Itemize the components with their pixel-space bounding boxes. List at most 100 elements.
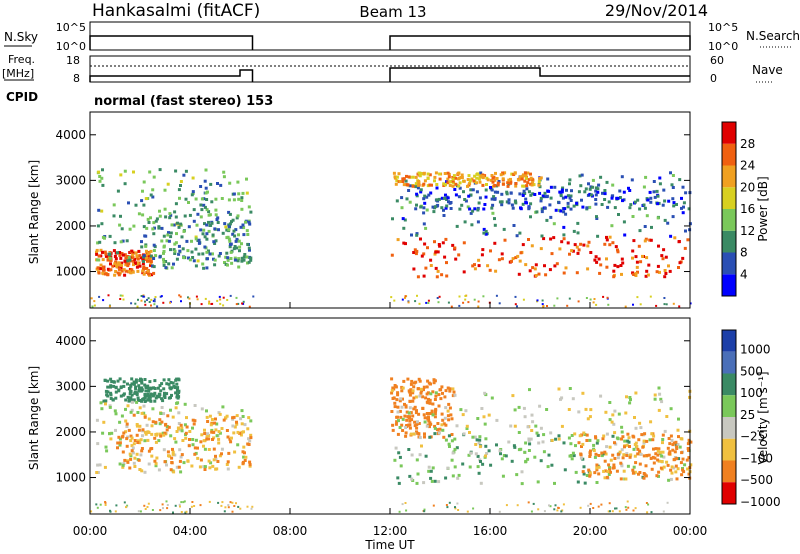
velocity-cell bbox=[408, 390, 412, 394]
velocity-cell bbox=[578, 434, 582, 438]
velocity-cell bbox=[583, 481, 587, 485]
velocity-cell bbox=[548, 504, 550, 507]
velocity-cell bbox=[613, 457, 617, 460]
velocity-cell bbox=[422, 413, 426, 417]
power-cell bbox=[500, 203, 504, 207]
power-cell bbox=[454, 176, 457, 180]
velocity-cell bbox=[680, 473, 684, 477]
power-cell bbox=[477, 300, 480, 303]
velocity-cell bbox=[418, 453, 422, 457]
velocity-cell bbox=[127, 428, 131, 432]
power-cell bbox=[119, 214, 122, 218]
power-cell bbox=[151, 195, 155, 199]
power-cell bbox=[440, 273, 444, 277]
power-cell bbox=[236, 180, 240, 184]
power-cell bbox=[476, 208, 480, 212]
velocity-cell bbox=[159, 412, 163, 415]
power-cell bbox=[433, 175, 437, 179]
velocity-cell bbox=[95, 503, 98, 506]
power-cell bbox=[645, 214, 649, 218]
power-cell bbox=[144, 253, 148, 257]
velocity-cell bbox=[430, 409, 434, 413]
velocity-cell bbox=[442, 422, 446, 426]
power-cell bbox=[241, 191, 245, 195]
velocity-cell bbox=[440, 385, 444, 389]
power-cell bbox=[137, 212, 141, 216]
velocity-cell bbox=[440, 412, 444, 416]
power-cell bbox=[106, 255, 110, 259]
power-cell bbox=[523, 171, 527, 175]
velocity-cell bbox=[687, 438, 691, 442]
power-cell bbox=[405, 174, 408, 178]
velocity-cell bbox=[220, 447, 224, 451]
velocity-cell bbox=[178, 448, 182, 452]
velocity-cell bbox=[437, 431, 441, 435]
power-cell bbox=[202, 203, 206, 207]
velocity-cell bbox=[485, 452, 489, 455]
velocity-cell bbox=[621, 435, 625, 439]
power-cell bbox=[656, 194, 660, 198]
velocity-cell bbox=[217, 411, 221, 415]
velocity-cell bbox=[109, 391, 113, 395]
velocity-cell bbox=[557, 506, 560, 509]
power-cell bbox=[578, 174, 582, 178]
velocity-cell bbox=[454, 507, 457, 510]
velocity-cell bbox=[545, 408, 549, 411]
velocity-colorbar-segment bbox=[722, 330, 736, 352]
power-cell bbox=[175, 257, 179, 261]
power-cell bbox=[562, 210, 566, 214]
velocity-cell bbox=[122, 392, 126, 396]
velocity-cell bbox=[409, 411, 413, 415]
velocity-cell bbox=[665, 415, 669, 418]
power-cell bbox=[584, 187, 588, 191]
velocity-cell bbox=[183, 423, 187, 427]
velocity-cell bbox=[160, 420, 164, 424]
power-cell bbox=[228, 239, 232, 243]
power-colorbar-tick: 12 bbox=[740, 224, 755, 238]
velocity-cell bbox=[125, 444, 129, 448]
power-cell bbox=[514, 303, 517, 306]
velocity-cell bbox=[623, 439, 627, 443]
velocity-cell bbox=[451, 394, 455, 398]
velocity-cell bbox=[104, 445, 108, 449]
power-cell bbox=[634, 274, 638, 277]
velocity-cell bbox=[462, 432, 466, 436]
power-cell bbox=[102, 299, 105, 302]
power-cell bbox=[427, 193, 431, 197]
power-cell bbox=[98, 295, 101, 298]
power-cell bbox=[662, 188, 666, 192]
power-cell bbox=[226, 256, 230, 260]
power-cell bbox=[458, 304, 461, 307]
velocity-cell bbox=[642, 441, 646, 445]
power-cell bbox=[248, 222, 252, 226]
power-cell bbox=[446, 181, 450, 185]
velocity-cell bbox=[200, 407, 204, 411]
power-cell bbox=[170, 223, 174, 227]
velocity-cell bbox=[675, 445, 679, 449]
power-cell bbox=[246, 242, 250, 246]
power-cell bbox=[187, 296, 189, 299]
velocity-cell bbox=[170, 386, 174, 390]
power-cell bbox=[152, 271, 156, 275]
power-cell bbox=[119, 256, 123, 260]
power-cell bbox=[585, 206, 589, 210]
power-cell bbox=[101, 168, 104, 172]
power-cell bbox=[594, 189, 598, 193]
velocity-cell bbox=[134, 385, 138, 389]
velocity-cell bbox=[467, 453, 471, 457]
power-cell bbox=[134, 261, 137, 265]
velocity-colorbar-segment bbox=[722, 460, 736, 483]
power-cell bbox=[505, 192, 509, 196]
velocity-cell bbox=[657, 447, 661, 451]
power-cell bbox=[473, 298, 476, 301]
velocity-cell bbox=[680, 451, 684, 455]
velocity-cell bbox=[427, 397, 430, 401]
power-cell bbox=[422, 274, 426, 278]
velocity-cell bbox=[129, 454, 133, 458]
power-cell bbox=[572, 204, 576, 208]
power-cell bbox=[457, 195, 461, 199]
power-colorbar-tick: 16 bbox=[740, 202, 755, 216]
velocity-cell bbox=[415, 458, 419, 462]
power-cell bbox=[509, 180, 513, 184]
velocity-cell bbox=[468, 465, 472, 469]
